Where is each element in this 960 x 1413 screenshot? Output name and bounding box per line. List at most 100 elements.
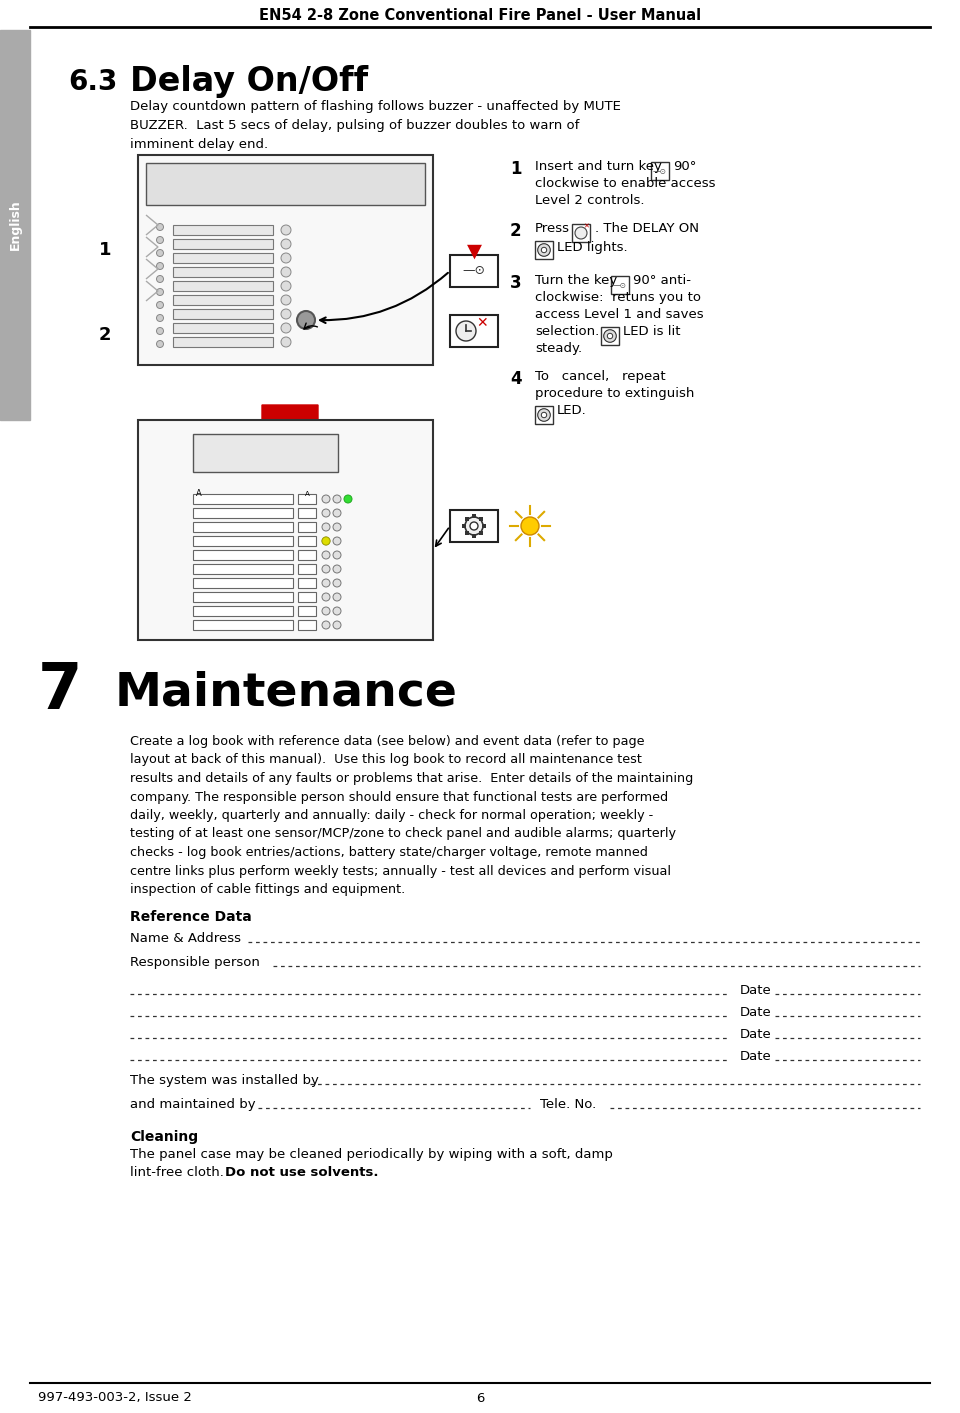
Text: 90° anti-: 90° anti- [633, 274, 691, 287]
Bar [193, 509, 293, 519]
Bar [572, 225, 590, 242]
Text: and maintained by: and maintained by [130, 1098, 255, 1111]
Circle shape [156, 288, 163, 295]
Bar [298, 536, 316, 545]
Bar [482, 524, 486, 528]
Circle shape [608, 333, 612, 339]
Circle shape [281, 281, 291, 291]
Bar [173, 281, 273, 291]
Text: imminent delay end.: imminent delay end. [130, 138, 268, 151]
Text: 6.3: 6.3 [68, 68, 117, 96]
Bar [298, 592, 316, 602]
Text: centre links plus perform weekly tests; annually - test all devices and perform : centre links plus perform weekly tests; … [130, 865, 671, 877]
Circle shape [156, 315, 163, 322]
Bar [193, 620, 293, 630]
Circle shape [344, 495, 352, 503]
Text: The panel case may be cleaned periodically by wiping with a soft, damp: The panel case may be cleaned periodical… [130, 1147, 612, 1161]
Text: Name & Address: Name & Address [130, 933, 241, 945]
Circle shape [281, 309, 291, 319]
Bar [298, 606, 316, 616]
Bar [193, 564, 293, 574]
Bar [173, 336, 273, 348]
Polygon shape [240, 406, 340, 439]
Circle shape [281, 253, 291, 263]
Text: EN54 2-8 Zone Conventional Fire Panel - User Manual: EN54 2-8 Zone Conventional Fire Panel - … [259, 8, 701, 24]
Text: LED.: LED. [557, 404, 587, 417]
Text: Date: Date [740, 1006, 772, 1019]
Circle shape [156, 276, 163, 283]
Bar [472, 514, 476, 519]
Bar [173, 324, 273, 333]
Bar [298, 578, 316, 588]
Text: daily, weekly, quarterly and annually: daily - check for normal operation; weekl: daily, weekly, quarterly and annually: d… [130, 810, 653, 822]
Bar [462, 524, 466, 528]
Circle shape [281, 239, 291, 249]
Text: Insert and turn key: Insert and turn key [535, 160, 661, 172]
Text: LED lights.: LED lights. [557, 242, 628, 254]
Text: English: English [9, 199, 21, 250]
Bar [450, 510, 498, 543]
Text: Do not use solvents.: Do not use solvents. [225, 1166, 378, 1178]
Circle shape [156, 328, 163, 335]
Bar [601, 326, 619, 345]
Text: 2: 2 [99, 326, 111, 343]
Circle shape [521, 517, 539, 536]
Text: Delay countdown pattern of flashing follows buzzer - unaffected by MUTE: Delay countdown pattern of flashing foll… [130, 100, 621, 113]
Bar [138, 420, 433, 640]
Text: company. The responsible person should ensure that functional tests are performe: company. The responsible person should e… [130, 790, 668, 804]
Bar [450, 254, 498, 287]
Text: procedure to extinguish: procedure to extinguish [535, 387, 694, 400]
Bar [298, 495, 316, 504]
Text: Level 2 controls.: Level 2 controls. [535, 194, 644, 206]
Circle shape [333, 620, 341, 629]
Circle shape [281, 267, 291, 277]
Circle shape [333, 523, 341, 531]
Bar [298, 550, 316, 560]
Circle shape [456, 321, 476, 341]
Circle shape [333, 579, 341, 586]
Circle shape [281, 225, 291, 235]
Circle shape [541, 247, 546, 253]
Bar [193, 521, 293, 533]
Text: BUZZER.  Last 5 secs of delay, pulsing of buzzer doubles to warn of: BUZZER. Last 5 secs of delay, pulsing of… [130, 119, 580, 131]
Bar [298, 620, 316, 630]
Text: To   cancel,   repeat: To cancel, repeat [535, 370, 665, 383]
Text: lint-free cloth.: lint-free cloth. [130, 1166, 228, 1178]
Text: ✕: ✕ [476, 317, 488, 331]
Bar [535, 406, 553, 424]
Text: A: A [196, 489, 202, 499]
Circle shape [322, 593, 330, 601]
Circle shape [322, 495, 330, 503]
Text: 3: 3 [510, 274, 521, 292]
Text: 6: 6 [476, 1392, 484, 1405]
Bar [465, 531, 468, 536]
Text: Date: Date [740, 983, 772, 998]
Bar [535, 242, 553, 259]
Text: A: A [304, 490, 309, 497]
Text: Maintenance: Maintenance [115, 670, 458, 715]
Circle shape [604, 329, 616, 342]
Bar [651, 162, 669, 179]
Circle shape [281, 295, 291, 305]
Bar [138, 155, 433, 365]
Text: inspection of cable fittings and equipment.: inspection of cable fittings and equipme… [130, 883, 405, 896]
Circle shape [322, 537, 330, 545]
Text: testing of at least one sensor/MCP/zone to check panel and audible alarms; quart: testing of at least one sensor/MCP/zone … [130, 828, 676, 841]
Text: 7: 7 [38, 660, 83, 722]
Circle shape [281, 324, 291, 333]
Bar [193, 592, 293, 602]
Text: Cleaning: Cleaning [130, 1130, 198, 1145]
Circle shape [322, 551, 330, 560]
Bar [146, 162, 425, 205]
Circle shape [156, 236, 163, 243]
Circle shape [156, 341, 163, 348]
Circle shape [297, 311, 315, 329]
Bar [173, 309, 273, 319]
Circle shape [538, 243, 550, 256]
Bar [193, 434, 338, 472]
Bar [0, 30, 30, 420]
Text: Date: Date [740, 1029, 772, 1041]
Text: clockwise to enable access: clockwise to enable access [535, 177, 715, 189]
Circle shape [322, 523, 330, 531]
Bar [173, 253, 273, 263]
